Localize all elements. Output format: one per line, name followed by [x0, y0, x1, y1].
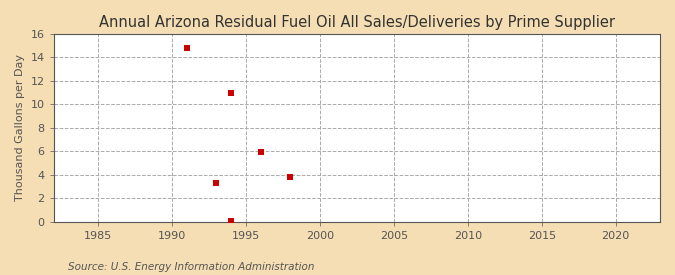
- Title: Annual Arizona Residual Fuel Oil All Sales/Deliveries by Prime Supplier: Annual Arizona Residual Fuel Oil All Sal…: [99, 15, 615, 30]
- Point: [285, 175, 296, 179]
- Point: [225, 218, 236, 223]
- Text: Source: U.S. Energy Information Administration: Source: U.S. Energy Information Administ…: [68, 262, 314, 272]
- Point: [211, 181, 222, 185]
- Y-axis label: Thousand Gallons per Day: Thousand Gallons per Day: [15, 54, 25, 201]
- Point: [255, 150, 266, 155]
- Point: [225, 90, 236, 95]
- Point: [182, 46, 192, 50]
